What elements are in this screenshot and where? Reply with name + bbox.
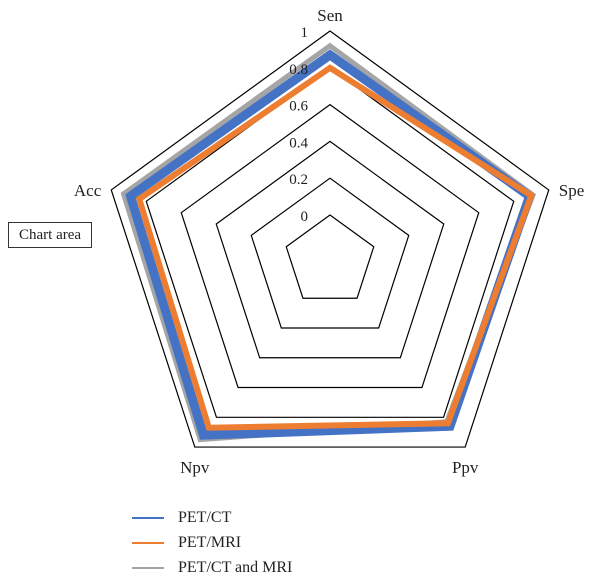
radar-chart: 0 0.2 0.4 0.6 0.8 1 Sen Spe Ppv Npv Acc [74,6,584,477]
tick-label-4: 0.8 [289,62,308,78]
tick-label-0: 0 [301,209,309,225]
legend-item: PET/CT and MRI [132,555,292,580]
legend-label: PET/CT and MRI [178,558,293,576]
grid-ring-3 [180,103,480,389]
axis-label-spe: Spe [559,181,585,200]
grid-ring-2 [215,140,445,359]
tick-label-1: 0.2 [289,172,308,188]
series-line-0 [125,49,535,440]
axis-label-acc: Acc [74,181,102,200]
tick-label-3: 0.6 [289,99,308,115]
grid-ring-5 [110,30,550,448]
legend-swatch [132,541,164,544]
axis-label-npv: Npv [180,458,210,477]
legend-item: PET/CT [132,505,292,530]
legend-label: PET/MRI [178,533,242,551]
grid-ring-0 [285,214,375,299]
chart-area-tooltip: Chart area [8,222,93,248]
legend: PET/CT PET/MRI PET/CT and MRI [132,505,292,580]
tick-label-2: 0.4 [289,135,308,151]
legend-label: PET/CT [178,508,232,526]
radar-grid [110,30,550,448]
grid-ring-1 [250,177,410,329]
axis-label-sen: Sen [317,6,343,25]
legend-item: PET/MRI [132,530,292,555]
legend-swatch [132,566,164,569]
grid-ring-4 [145,67,515,418]
tick-label-5: 1 [301,25,309,41]
axis-label-ppv: Ppv [452,458,479,477]
radar-labels: 0 0.2 0.4 0.6 0.8 1 Sen Spe Ppv Npv Acc [74,6,584,477]
radar-series [120,42,537,443]
series-line-1 [135,64,535,431]
legend-swatch [132,516,164,519]
